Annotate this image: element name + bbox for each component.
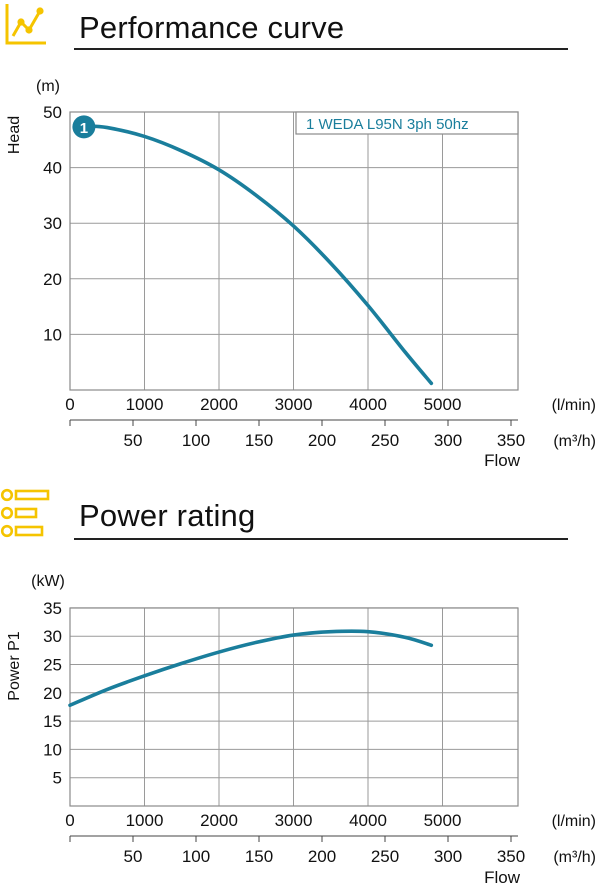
power-x-tick-label: 4000 [349, 811, 387, 830]
power-y-tick-label: 25 [43, 656, 62, 675]
power-series-line [68, 629, 434, 708]
head-x-secondary-tick-label: 250 [371, 431, 399, 450]
power-title-rule [74, 538, 568, 540]
head-x-unit-secondary: (m³/h) [553, 433, 596, 450]
head-x-secondary-tick-label: 300 [434, 431, 462, 450]
head-legend-entry: 1 WEDA L95N 3ph 50hz [306, 116, 469, 133]
head-legend-box [295, 111, 519, 135]
power-x-secondary-tick-label: 50 [124, 847, 143, 866]
power-x-secondary-tick-label: 250 [371, 847, 399, 866]
power-x-tick-label: 0 [65, 811, 74, 830]
power-x-unit-primary: (l/min) [552, 813, 596, 830]
head-plot-frame [69, 111, 519, 391]
power-plot-frame [69, 607, 519, 807]
head-x-tick-label: 0 [65, 395, 74, 414]
power-x-secondary-tick-label: 100 [182, 847, 210, 866]
head-x-secondary-tick-label: 100 [182, 431, 210, 450]
performance-title: Performance curve [79, 10, 345, 45]
power-y-tick-label: 30 [43, 627, 62, 646]
head-x-tick-label: 2000 [200, 395, 238, 414]
power-x-tick-label: 3000 [275, 811, 313, 830]
power-x-axis-label: Flow [484, 868, 521, 887]
power-x-secondary-tick-label: 200 [308, 847, 336, 866]
list-bullets-icon [0, 488, 50, 538]
head-x-unit-primary: (l/min) [552, 397, 596, 414]
power-y-tick-label: 20 [43, 684, 62, 703]
power-x-tick-label: 2000 [200, 811, 238, 830]
power-y-tick-label: 15 [43, 712, 62, 731]
power-x-unit-secondary: (m³/h) [553, 849, 596, 866]
head-series-marker [72, 115, 96, 139]
head-x-tick-label: 4000 [349, 395, 387, 414]
power-y-tick-label: 10 [43, 740, 62, 759]
head-y-unit: (m) [36, 78, 60, 95]
power-title: Power rating [79, 498, 256, 533]
head-x-secondary-tick-label: 200 [308, 431, 336, 450]
power-y-tick-label: 35 [43, 599, 62, 618]
performance-title-rule [74, 48, 568, 50]
head-series-line [83, 124, 434, 386]
power-y-tick-label: 5 [53, 769, 62, 788]
chart-trend-icon [5, 4, 46, 45]
power-x-tick-label: 5000 [424, 811, 462, 830]
power-x-tick-label: 1000 [126, 811, 164, 830]
head-x-secondary-tick-label: 150 [245, 431, 273, 450]
head-x-tick-label: 3000 [275, 395, 313, 414]
power-x-secondary-tick-label: 150 [245, 847, 273, 866]
head-x-secondary-tick-label: 50 [124, 431, 143, 450]
head-y-tick-label: 20 [43, 270, 62, 289]
head-series-marker-label: 1 [80, 120, 88, 137]
head-x-tick-label: 5000 [424, 395, 462, 414]
power-y-axis-label: Power P1 [6, 631, 23, 700]
head-x-axis-label: Flow [484, 451, 521, 470]
head-y-tick-label: 30 [43, 214, 62, 233]
head-x-secondary-tick-label: 350 [497, 431, 525, 450]
head-x-tick-label: 1000 [126, 395, 164, 414]
head-y-tick-label: 10 [43, 325, 62, 344]
power-x-secondary-tick-label: 350 [497, 847, 525, 866]
power-x-secondary-tick-label: 300 [434, 847, 462, 866]
head-y-axis-label: Head [6, 116, 23, 154]
head-y-tick-label: 40 [43, 159, 62, 178]
power-y-unit: (kW) [31, 573, 65, 590]
head-y-tick-label: 50 [43, 103, 62, 122]
